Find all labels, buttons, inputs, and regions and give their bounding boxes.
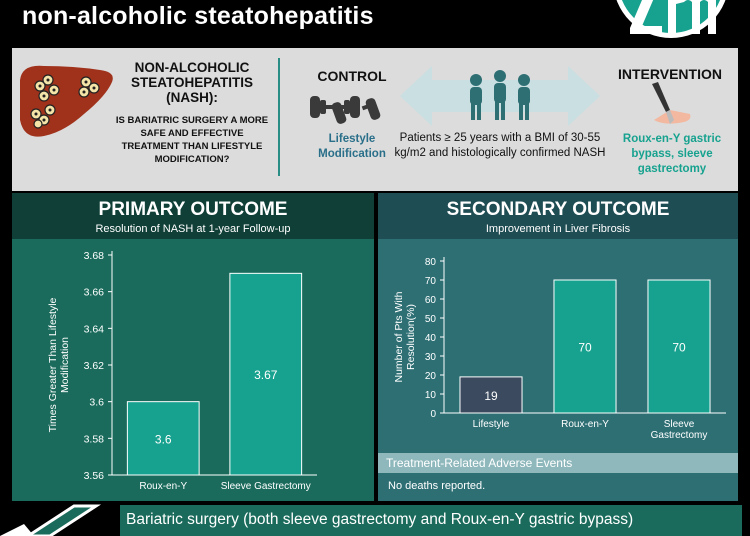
bar-value-label: 70 <box>672 341 686 355</box>
y-tick-label: 3.56 <box>84 470 105 482</box>
bar <box>229 272 303 476</box>
liver-icon <box>20 65 113 137</box>
bar-value-label: 3.67 <box>254 368 278 382</box>
y-tick-label: 3.62 <box>84 360 105 372</box>
primary-bar-chart: 3.56 3.58 3.6 3.62 3.64 3.66 3.68 Times Greater… <box>47 250 317 492</box>
y-tick-label: 3.66 <box>84 287 105 299</box>
y-tick-label: 0 <box>430 409 436 420</box>
y-axis-label: Resolution(%) <box>405 304 417 370</box>
y-axis-label: Number of Pts With <box>393 291 405 382</box>
control-value: Lifestyle Modification <box>318 133 386 160</box>
y-tick-label: 20 <box>425 371 437 382</box>
secondary-outcome-panel: SECONDARY OUTCOME Improvement in Liver F… <box>378 193 738 501</box>
y-tick-label: 40 <box>425 333 437 344</box>
conclusion-banner <box>30 505 742 536</box>
scalpel-icon <box>652 82 691 124</box>
intervention-value: Roux-en-Y gastric bypass, sleeve gastrec… <box>622 133 722 175</box>
primary-outcome-subtitle: Resolution of NASH at 1-year Follow-up <box>95 223 291 235</box>
y-tick-label: 3.68 <box>84 250 105 262</box>
conclusion-text: Bariatric surgery (both sleeve gastrecto… <box>126 511 634 528</box>
scalpel-icon <box>0 502 120 536</box>
journal-logo-icon <box>616 0 726 38</box>
y-axis-label: Modification <box>59 337 71 393</box>
y-tick-label: 80 <box>425 257 437 268</box>
bar <box>126 401 200 476</box>
y-tick-label: 10 <box>425 390 437 401</box>
bar <box>647 279 711 414</box>
x-category-label: Roux-en-Y <box>139 481 187 492</box>
patients-description: Patients ≥ 25 years with a BMI of 30-55 … <box>394 132 606 159</box>
dumbbell-icon <box>310 96 381 124</box>
secondary-outcome-subtitle: Improvement in Liver Fibrosis <box>485 223 631 235</box>
divider <box>278 58 280 176</box>
double-arrow-people-icon <box>400 66 600 126</box>
bar <box>553 279 617 414</box>
page-title: non-alcoholic steatohepatitis <box>22 2 374 30</box>
study-question: IS BARIATRIC SURGERY A MORE SAFE AND EFF… <box>115 115 269 165</box>
study-summary-panel: NON-ALCOHOLIC STEATOHEPATITIS (NASH): IS… <box>12 48 738 191</box>
bar-value-label: 19 <box>484 389 498 403</box>
secondary-bar-chart: 0 10 20 30 40 50 60 70 80 Number of Pts With Resol… <box>393 257 726 441</box>
study-title: NON-ALCOHOLIC STEATOHEPATITIS (NASH): <box>130 60 253 105</box>
x-category-label: Sleeve <box>664 419 695 430</box>
x-category-label: Gastrectomy <box>651 430 708 441</box>
y-axis-label: Times Greater Than Lifestyle <box>47 297 59 432</box>
y-tick-label: 60 <box>425 295 437 306</box>
x-category-label: Lifestyle <box>473 419 510 430</box>
secondary-outcome-header: SECONDARY OUTCOME Improvement in Liver F… <box>378 193 738 239</box>
primary-outcome-panel: PRIMARY OUTCOME Resolution of NASH at 1-… <box>12 193 374 501</box>
bar <box>459 376 523 414</box>
control-label: CONTROL <box>317 68 387 84</box>
adverse-events-text: No deaths reported. <box>388 480 486 492</box>
x-category-label: Sleeve Gastrectomy <box>221 481 311 492</box>
intervention-label: INTERVENTION <box>618 66 722 82</box>
y-tick-label: 3.6 <box>89 397 104 409</box>
y-tick-label: 3.58 <box>84 433 105 445</box>
bar-value-label: 3.6 <box>155 432 172 446</box>
adverse-events-bar: Treatment-Related Adverse Events <box>378 453 738 473</box>
adverse-events-title: Treatment-Related Adverse Events <box>386 456 573 470</box>
bar-value-label: 70 <box>578 341 592 355</box>
y-tick-label: 50 <box>425 314 437 325</box>
header: non-alcoholic steatohepatitis <box>0 0 750 46</box>
y-tick-label: 70 <box>425 276 437 287</box>
y-tick-label: 3.64 <box>84 323 105 335</box>
y-tick-label: 30 <box>425 352 437 363</box>
x-category-label: Roux-en-Y <box>561 419 609 430</box>
primary-outcome-header: PRIMARY OUTCOME Resolution of NASH at 1-… <box>12 193 374 239</box>
primary-outcome-title: PRIMARY OUTCOME <box>98 199 288 220</box>
secondary-outcome-title: SECONDARY OUTCOME <box>446 199 670 220</box>
